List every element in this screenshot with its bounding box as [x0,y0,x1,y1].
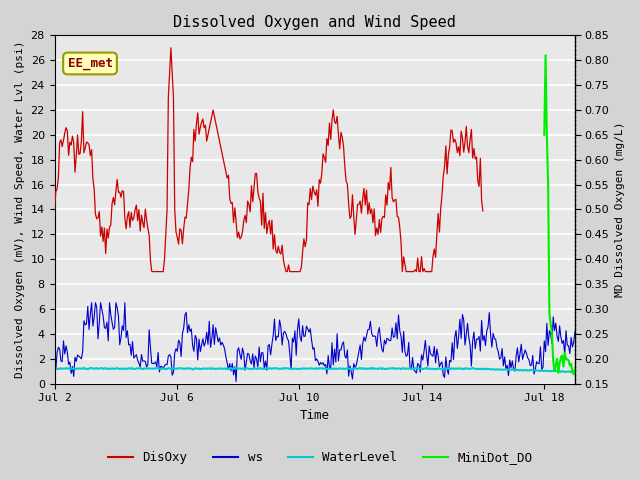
Y-axis label: MD Dissolved Oxygen (mg/L): MD Dissolved Oxygen (mg/L) [615,121,625,297]
Title: Dissolved Oxygen and Wind Speed: Dissolved Oxygen and Wind Speed [173,15,456,30]
Legend: DisOxy, ws, WaterLevel, MiniDot_DO: DisOxy, ws, WaterLevel, MiniDot_DO [102,446,538,469]
Text: EE_met: EE_met [68,57,113,70]
X-axis label: Time: Time [300,409,330,422]
Y-axis label: Dissolved Oxygen (mV), Wind Speed, Water Lvl (psi): Dissolved Oxygen (mV), Wind Speed, Water… [15,41,25,378]
